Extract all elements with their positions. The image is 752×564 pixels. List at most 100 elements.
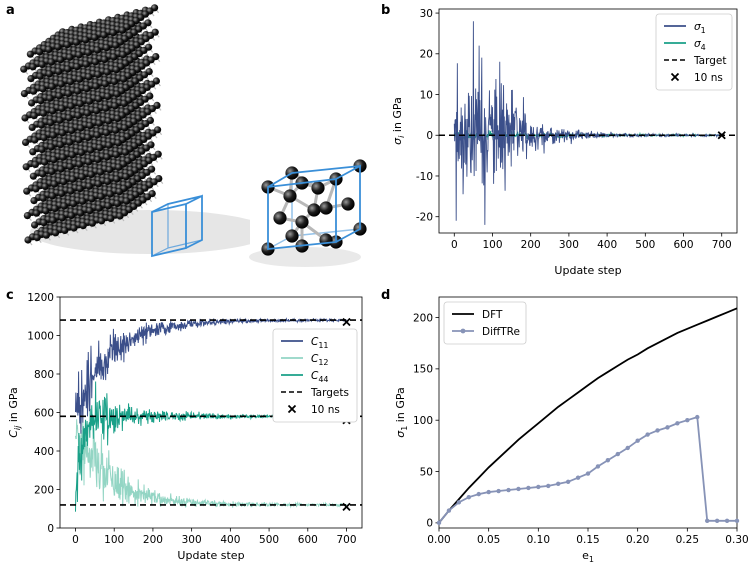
legend-label-sub: 11	[318, 341, 328, 350]
lattice-atom	[48, 82, 56, 90]
lattice-atom	[38, 60, 46, 68]
legend-handle	[287, 404, 297, 414]
y-tick-label: 200	[413, 312, 433, 324]
x-tick-label: 0.20	[626, 534, 649, 546]
lattice-atom	[88, 195, 96, 203]
unit-cell-atom	[319, 201, 333, 215]
lattice-atom	[94, 155, 102, 163]
unit-cell-highlight-back	[151, 204, 203, 257]
lattice-atom	[91, 58, 99, 66]
lattice-atom	[36, 48, 44, 56]
lattice-atom	[75, 51, 83, 59]
x-tick-label: 0.05	[477, 534, 500, 546]
difftre-point	[625, 445, 630, 451]
lattice-atom	[77, 124, 85, 132]
legend-label-sub: 4	[701, 43, 706, 52]
legend-label-main: σ	[694, 38, 701, 50]
lattice-atom	[109, 28, 117, 37]
series-difftre-line	[438, 415, 737, 524]
lattice-atom	[106, 166, 114, 174]
lattice-atom	[75, 160, 83, 168]
legend-label-main: Targets	[310, 387, 349, 399]
difftre-point	[724, 518, 730, 524]
lattice-atom	[87, 170, 95, 178]
legend-label-main: C	[311, 353, 319, 365]
lattice-atom	[114, 114, 122, 122]
lattice-atom	[119, 51, 127, 59]
lattice-atom	[24, 236, 32, 244]
lattice-atom	[21, 114, 29, 122]
legend-label: 10 ns	[694, 72, 723, 84]
lattice-atom	[96, 144, 104, 152]
difftre-point	[734, 518, 740, 524]
lattice-atom	[122, 173, 130, 181]
legend-label-sub: 1	[701, 26, 706, 35]
lattice-atom	[72, 38, 80, 46]
x-tick-label: 500	[259, 534, 279, 546]
lattice-atom	[39, 85, 47, 93]
lattice-atom	[74, 111, 82, 119]
lattice-atom	[104, 202, 112, 210]
lattice-atom	[39, 109, 48, 117]
series-c12-line	[74, 419, 347, 509]
legend-label: σ4	[694, 38, 706, 52]
legend-handle	[460, 328, 466, 334]
lattice-atom	[30, 112, 38, 120]
legend-handle	[670, 72, 680, 82]
lattice-atom	[67, 187, 75, 195]
difftre-point	[655, 428, 660, 433]
y-axis-label-sub: i	[397, 135, 406, 138]
x-tick-label: 0.15	[576, 534, 599, 546]
lattice-atom	[116, 212, 124, 220]
legend-box	[443, 301, 527, 345]
y-axis-label: σi in GPa	[391, 97, 406, 145]
lattice-atoms	[20, 4, 163, 244]
lattice-atom	[112, 126, 120, 134]
y-tick-label: -20	[416, 212, 433, 224]
y-tick-label: 30	[420, 8, 433, 20]
lattice-atom	[66, 78, 74, 86]
lattice-atom	[49, 107, 57, 115]
x-axis-label: Update step	[177, 549, 244, 562]
x-tick-label: 0.25	[676, 534, 699, 546]
lattice-atom	[33, 234, 41, 242]
chart-stress-strain: 0.00 0.05 0.10 0.15 0.20 0.25 0.30 0 50 100 150 200…	[394, 296, 749, 564]
y-axis-label-sym: σ	[391, 137, 404, 145]
lattice-atom	[123, 197, 131, 205]
lattice-atom	[67, 102, 75, 110]
legend-label-main: Target	[693, 55, 726, 67]
lattice-atom	[110, 53, 118, 61]
lattice-atom	[76, 185, 84, 193]
lattice-atom	[66, 53, 74, 61]
lattice-atom	[58, 189, 66, 197]
lattice-atom	[60, 202, 68, 210]
difftre-point	[585, 471, 591, 476]
lattice-atom	[55, 92, 63, 100]
legend-label: C11	[311, 336, 329, 350]
lattice-atom	[45, 70, 54, 78]
x-tick-label: 200	[143, 534, 163, 546]
lattice-atom	[79, 197, 87, 205]
lattice-atom	[103, 44, 111, 52]
difftre-point	[496, 488, 501, 494]
lattice-atom	[42, 231, 51, 239]
lattice-atom	[110, 77, 118, 85]
difftre-point	[446, 508, 452, 513]
lattice-atom	[83, 85, 91, 93]
difftre-point	[526, 485, 531, 491]
unit-cell-atom	[307, 203, 321, 217]
panel-letter-b: b	[381, 3, 390, 18]
unit-cell-atom	[319, 233, 333, 247]
lattice-atom	[103, 68, 111, 76]
x-tick-label: 0.00	[427, 534, 450, 546]
lattice-atom	[113, 199, 121, 207]
lattice-atom	[60, 178, 68, 186]
lattice-atom	[82, 36, 90, 44]
y-axis-label-sub: ij	[13, 425, 22, 430]
difftre-point	[645, 432, 650, 437]
lattice-atom	[31, 136, 39, 144]
lattice-atom	[77, 209, 85, 217]
y-tick-label: 50	[420, 466, 433, 478]
lattice-atom	[68, 151, 76, 159]
lattice-atom	[37, 121, 46, 129]
